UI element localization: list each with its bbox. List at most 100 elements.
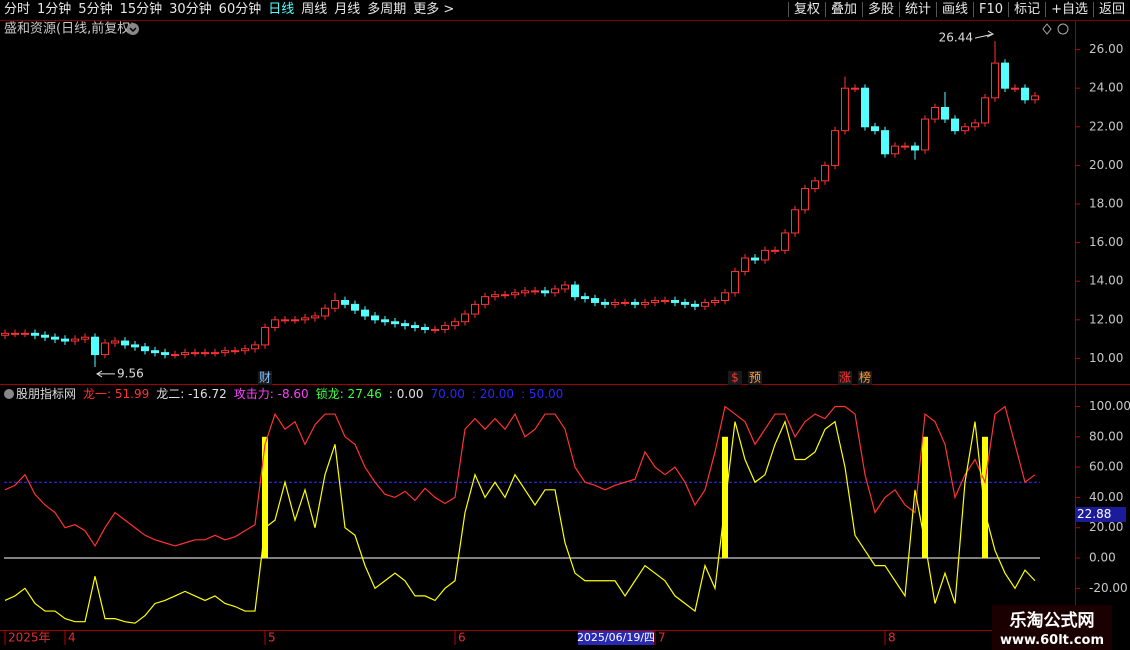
candle-body: [991, 62, 999, 99]
period-tab[interactable]: 多周期: [367, 2, 407, 17]
candle-body: [311, 315, 319, 319]
watermark: 乐淘公式网 www.60lt.com: [992, 606, 1112, 648]
candle-body: [171, 354, 179, 357]
candle-body: [481, 296, 489, 305]
tool-button[interactable]: 多股: [861, 2, 899, 17]
candle-body: [71, 338, 79, 342]
candle-body: [961, 126, 969, 132]
candle-body: [1, 332, 9, 336]
candle-body: [911, 145, 919, 151]
candle-body: [191, 352, 199, 355]
candle-body: [31, 332, 39, 336]
candle-body: [381, 319, 389, 323]
tool-button[interactable]: 画线: [936, 2, 974, 17]
max-label: 26.44: [939, 31, 973, 45]
candle-body: [751, 257, 759, 261]
period-tab[interactable]: 周线: [301, 2, 328, 17]
y-tick-label: 20.00: [1089, 520, 1123, 534]
candle-body: [561, 284, 569, 290]
min-arrow: [96, 370, 115, 378]
signal-bar: [922, 436, 928, 559]
candle-body: [21, 332, 29, 335]
period-tabs: 分时 1分钟 5分钟 15分钟 30分钟 60分钟 日线 周线 月线 多周期 更多 >: [0, 0, 457, 20]
legend-item: 龙一: 51.99: [83, 387, 150, 401]
event-label: 财: [259, 371, 271, 385]
candle-body: [621, 301, 629, 304]
candle-body: [221, 350, 229, 354]
candle-body: [711, 300, 719, 303]
tool-button[interactable]: 统计: [899, 2, 937, 17]
period-tab[interactable]: 日线: [268, 2, 295, 17]
period-tab[interactable]: 1分钟: [37, 2, 72, 17]
candle-body: [1021, 87, 1029, 101]
cursor-value-box: [1076, 507, 1126, 522]
candle-body: [251, 344, 259, 350]
candle-body: [731, 271, 739, 294]
indicator-icon[interactable]: [4, 389, 14, 399]
candle-body: [11, 332, 19, 335]
period-tab[interactable]: 60分钟: [218, 2, 262, 17]
event-label: $: [731, 371, 739, 385]
candle-body: [421, 327, 429, 330]
indicator-line: [4, 419, 1036, 624]
candle-body: [241, 348, 249, 352]
tool-button[interactable]: 返回: [1092, 2, 1130, 17]
candle-body: [571, 284, 579, 298]
tool-button[interactable]: F10: [973, 2, 1009, 17]
candle-body: [351, 303, 359, 311]
period-tab[interactable]: 5分钟: [78, 2, 113, 17]
indicator-legend: 股朋指标网 龙一: 51.99 龙二: -16.72 攻击力: -8.60 锁龙: 27…: [4, 386, 563, 402]
candle-body: [611, 301, 619, 305]
tool-button[interactable]: +自选: [1045, 2, 1093, 17]
candle-body: [551, 288, 559, 294]
candle-body: [501, 294, 509, 297]
candle-body: [121, 340, 129, 346]
legend-item: 攻击力: -8.60: [233, 387, 309, 401]
tool-buttons: 复权 叠加 多股 统计 画线 F10 标记 +自选 返回: [787, 0, 1130, 20]
period-tab[interactable]: 15分钟: [119, 2, 163, 17]
candle-body: [881, 130, 889, 155]
candle-body: [461, 313, 469, 323]
candle-body: [41, 334, 49, 338]
legend-item: : 0.00: [388, 387, 424, 401]
candle-body: [261, 327, 269, 346]
candle-body: [921, 118, 929, 151]
candle-body: [671, 300, 679, 303]
candle-body: [941, 106, 949, 120]
watermark-url: www.60lt.com: [999, 633, 1105, 648]
diamond-icon[interactable]: [1042, 23, 1052, 35]
candle-body: [491, 294, 499, 298]
candle-body: [591, 298, 599, 303]
period-tab[interactable]: 分时: [4, 2, 31, 17]
candle-body: [581, 296, 589, 300]
tool-button[interactable]: 叠加: [824, 2, 862, 17]
signal-bar: [722, 436, 728, 559]
candle-body: [801, 188, 809, 211]
candle-body: [861, 87, 869, 128]
tool-button[interactable]: 复权: [787, 2, 825, 17]
period-tab[interactable]: 月线: [334, 2, 361, 17]
candle-body: [681, 301, 689, 305]
candle-body: [521, 290, 529, 294]
period-tab[interactable]: 更多 >: [413, 2, 455, 17]
candle-body: [401, 323, 409, 327]
circle-icon[interactable]: [1057, 23, 1069, 35]
candle-body: [701, 301, 709, 307]
x-tick-label: 8: [888, 631, 896, 645]
title-icon[interactable]: [127, 23, 139, 35]
candle-body: [371, 315, 379, 321]
y-tick-label: 40.00: [1089, 490, 1123, 504]
candle-body: [691, 303, 699, 307]
candle-body: [231, 350, 239, 353]
candle-body: [791, 209, 799, 234]
period-tab[interactable]: 30分钟: [169, 2, 212, 17]
tool-button[interactable]: 标记: [1008, 2, 1046, 17]
legend-item: 锁龙: 27.46: [315, 387, 382, 401]
toolbar: 分时 1分钟 5分钟 15分钟 30分钟 60分钟 日线 周线 月线 多周期 更多 > 复权 叠加 多股统…: [0, 0, 1130, 20]
event-label: 预: [749, 371, 761, 385]
candle-body: [471, 303, 479, 315]
candle-body: [331, 300, 339, 309]
candle-body: [891, 145, 899, 155]
candle-body: [771, 249, 779, 252]
